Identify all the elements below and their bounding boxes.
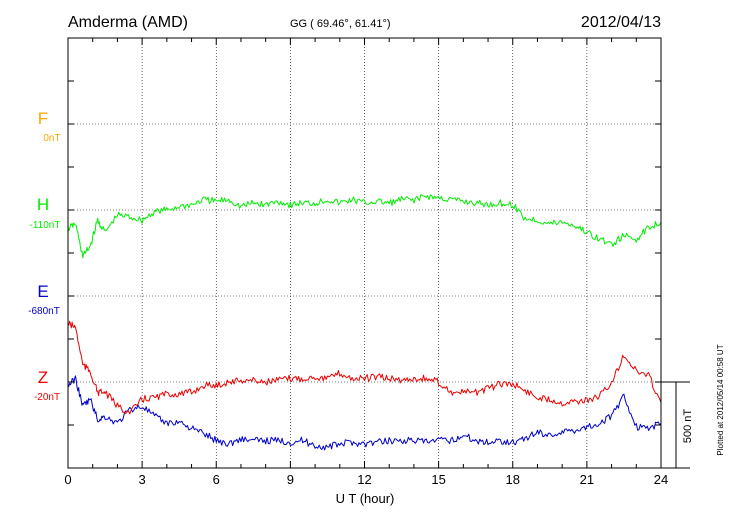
- label-Z: Z: [38, 368, 48, 387]
- label-H: H: [37, 195, 49, 214]
- x-tick-label: 21: [580, 472, 594, 487]
- x-tick-label: 18: [506, 472, 520, 487]
- trace-H: [67, 194, 662, 259]
- offset-E: -680nT: [28, 306, 60, 317]
- scale-bar: [661, 381, 690, 469]
- offset-F: 0nT: [43, 133, 60, 144]
- trace-layer: [67, 194, 662, 451]
- plot-frame: [67, 37, 662, 469]
- coordinates-label: GG ( 69.46°, 61.41°): [290, 18, 391, 30]
- x-tick-label: 3: [139, 472, 146, 487]
- x-tick-label: 12: [357, 472, 371, 487]
- grid-lines: [68, 38, 661, 468]
- x-tick-label: 6: [213, 472, 220, 487]
- x-axis-label: U T (hour): [336, 491, 395, 506]
- x-tick-label: 9: [287, 472, 294, 487]
- offset-Z: -20nT: [34, 392, 60, 403]
- plotted-at-label: Plotted at 2012/05/14 00:58 UT: [716, 344, 725, 455]
- station-title: Amderma (AMD): [68, 14, 188, 31]
- tick-layer: 0 3 6 9 12 15 18 21 24: [64, 37, 668, 487]
- date-label: 2012/04/13: [581, 14, 661, 31]
- trace-E: [67, 375, 662, 451]
- label-F: F: [38, 109, 48, 128]
- scale-bar-label: 500 nT: [682, 409, 694, 444]
- trace-Z: [67, 320, 662, 415]
- offset-H: -110nT: [30, 220, 61, 231]
- x-tick-label: 0: [64, 472, 71, 487]
- x-tick-label: 24: [654, 472, 668, 487]
- x-tick-label: 15: [431, 472, 445, 487]
- label-E: E: [37, 282, 48, 301]
